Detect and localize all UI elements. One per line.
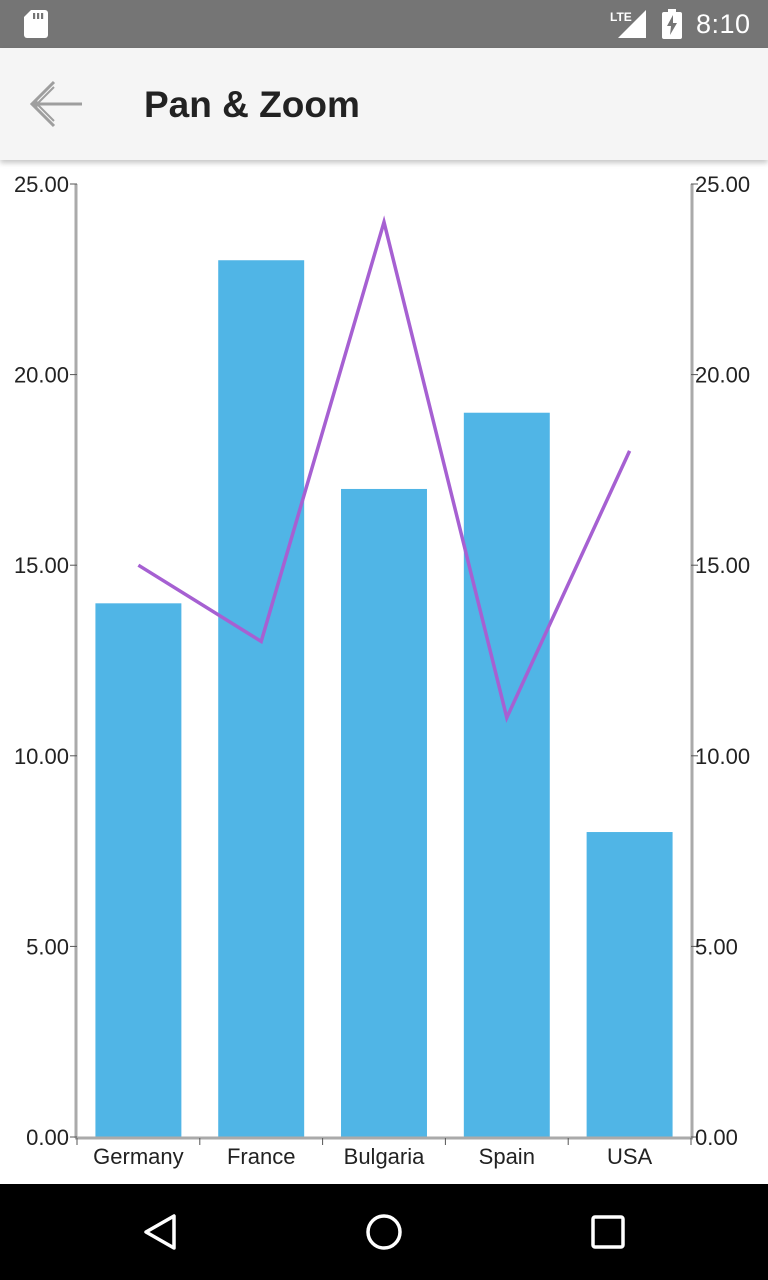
- line-layer: [137, 215, 632, 723]
- y-tick-label-right: 25.00: [695, 172, 750, 197]
- network-type: LTE: [610, 10, 632, 24]
- bars-layer: [95, 260, 673, 1138]
- y-tick-label-left: 5.00: [26, 934, 69, 959]
- back-triangle-icon: [144, 1214, 176, 1250]
- chart-area[interactable]: 0.00 0.00 5.00 5.00 10.00 10.00 15.00 15.00 20.0…: [0, 160, 768, 1184]
- back-button[interactable]: [24, 78, 88, 130]
- x-tick-label: Germany: [93, 1144, 183, 1169]
- bar-spain[interactable]: [463, 412, 550, 1138]
- nav-bar: [0, 1184, 768, 1280]
- nav-back-button[interactable]: [136, 1208, 184, 1256]
- bar-germany[interactable]: [95, 603, 182, 1137]
- recents-square-icon: [591, 1215, 625, 1249]
- axes-layer: [70, 183, 698, 1145]
- sd-card-icon: [24, 10, 48, 38]
- y-tick-label-left: 25.00: [14, 172, 69, 197]
- y-tick-label-right: 5.00: [695, 934, 738, 959]
- nav-recents-button[interactable]: [584, 1208, 632, 1256]
- y-tick-label-left: 15.00: [14, 553, 69, 578]
- bar-bulgaria[interactable]: [341, 488, 427, 1138]
- home-circle-icon: [366, 1214, 402, 1250]
- signal-icon: LTE: [610, 10, 646, 38]
- arrow-back-icon: [29, 80, 82, 128]
- y-tick-label-right: 0.00: [695, 1125, 738, 1150]
- battery-charging-icon: [662, 9, 682, 39]
- y-tick-label-right: 15.00: [695, 553, 750, 578]
- y-tick-label-right: 10.00: [695, 744, 750, 769]
- page-title: Pan & Zoom: [144, 84, 360, 125]
- clock: 8:10: [696, 9, 751, 39]
- x-tick-label: Bulgaria: [344, 1144, 425, 1169]
- status-bar: LTE 8:10: [0, 0, 768, 48]
- x-tick-label: France: [227, 1144, 295, 1169]
- x-tick-label: USA: [607, 1144, 653, 1169]
- y-tick-label-right: 20.00: [695, 363, 750, 388]
- labels-layer: 0.00 0.00 5.00 5.00 10.00 10.00 15.00 15.00 20.0…: [14, 172, 750, 1169]
- y-tick-label-left: 0.00: [26, 1125, 69, 1150]
- nav-home-button[interactable]: [360, 1208, 408, 1256]
- bar-usa[interactable]: [586, 832, 673, 1137]
- y-tick-label-left: 10.00: [14, 744, 69, 769]
- bar-france[interactable]: [218, 260, 305, 1137]
- app-bar: Pan & Zoom: [0, 48, 768, 160]
- x-tick-label: Spain: [479, 1144, 535, 1169]
- y-tick-label-left: 20.00: [14, 363, 69, 388]
- chart[interactable]: 0.00 0.00 5.00 5.00 10.00 10.00 15.00 15.00 20.0…: [0, 160, 768, 1184]
